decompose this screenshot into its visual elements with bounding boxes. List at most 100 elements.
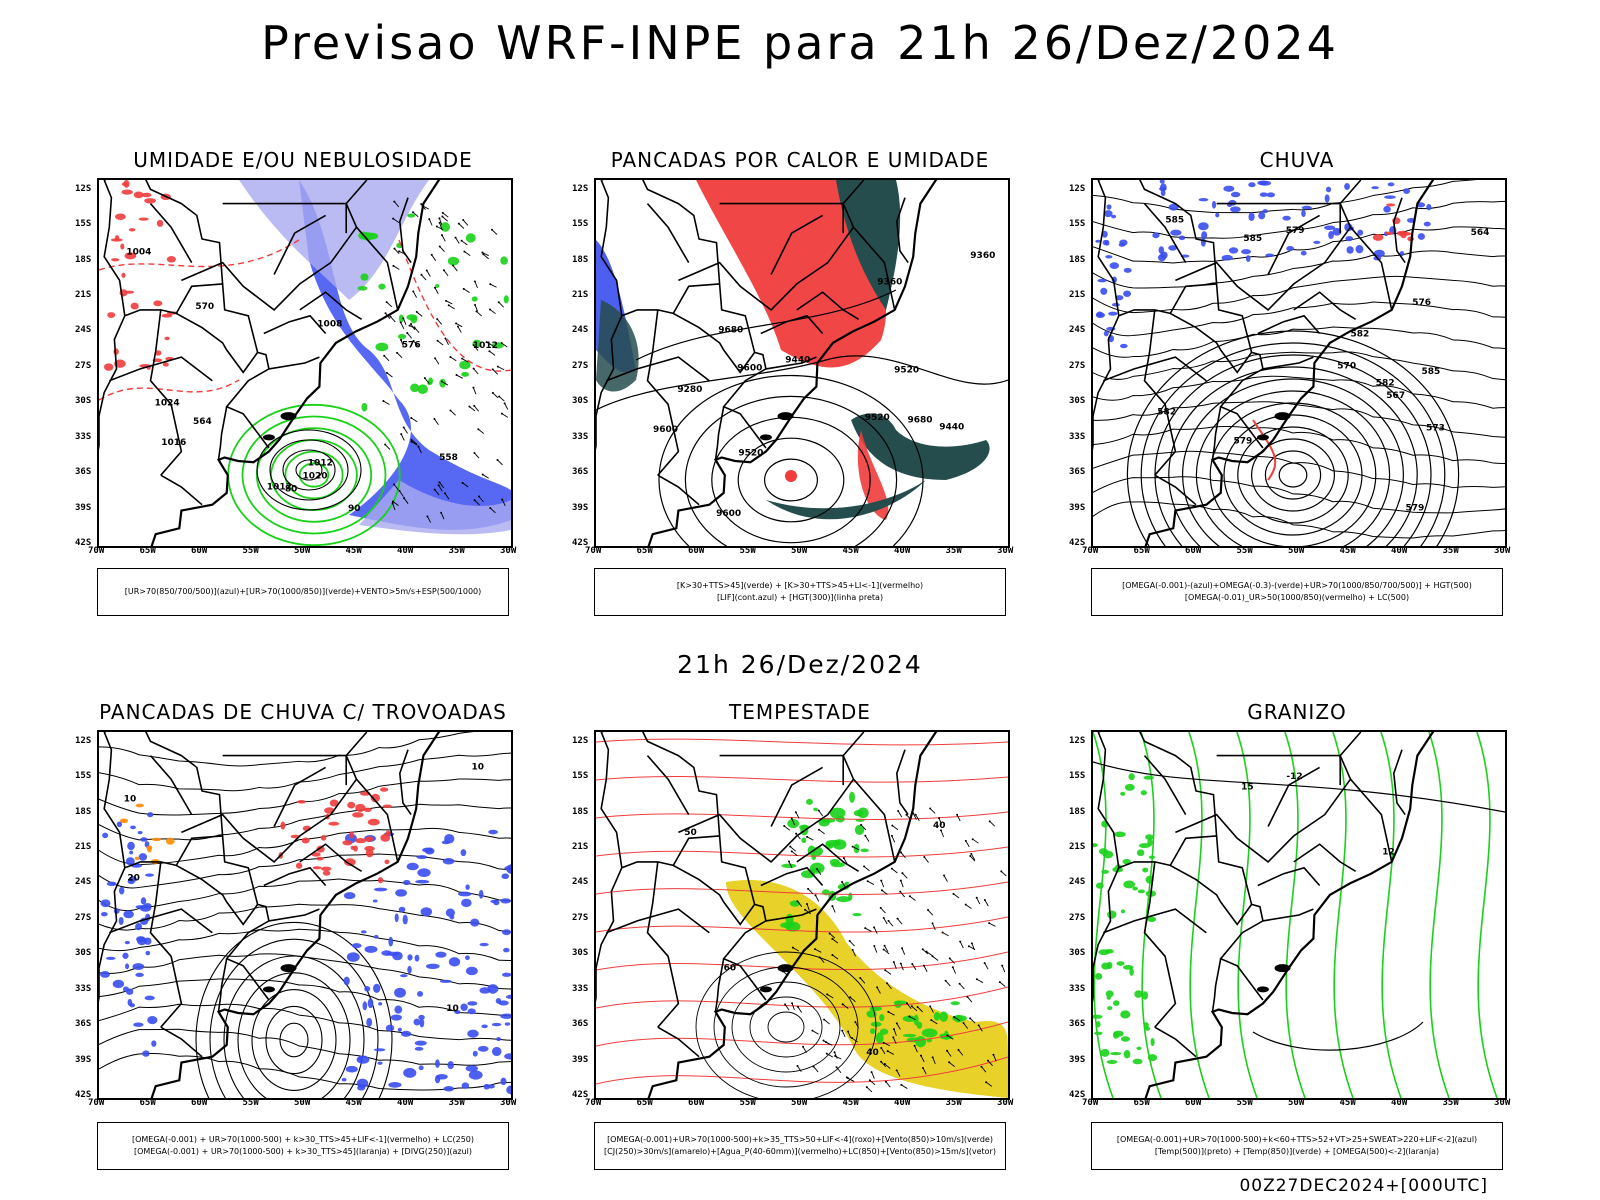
lat-tick-label: 39S bbox=[75, 502, 92, 513]
lat-tick-label: 27S bbox=[572, 912, 589, 923]
contour-label: 40 bbox=[866, 1048, 879, 1058]
forecast-time-label: 21h 26/Dez/2024 bbox=[677, 650, 923, 679]
lat-tick-label: 36S bbox=[572, 467, 589, 478]
lat-tick-label: 12S bbox=[1069, 183, 1086, 194]
lat-tick-label: 18S bbox=[1069, 806, 1086, 817]
lon-tick-label: 35W bbox=[945, 1098, 962, 1108]
contour-label: 564 bbox=[193, 417, 212, 427]
contour-label: 10 bbox=[124, 794, 137, 804]
legend-line: [OMEGA(-0.001)+UR>70(1000-500)+k<60+TTS>… bbox=[1116, 1135, 1478, 1144]
contour-label: 9520 bbox=[738, 448, 763, 458]
contour-label: 1004 bbox=[126, 248, 151, 258]
lon-tick-label: 30W bbox=[1494, 546, 1511, 556]
legend-line: [Temp(500)](preto) + [Temp(850)](verde) … bbox=[1154, 1147, 1440, 1156]
contour-label: 579 bbox=[1234, 436, 1253, 446]
lon-tick-label: 50W bbox=[1288, 1098, 1305, 1108]
lat-tick-label: 18S bbox=[572, 806, 589, 817]
contour-label: 573 bbox=[1426, 424, 1445, 434]
contour-label: 12 bbox=[1382, 848, 1395, 858]
lat-tick-label: 30S bbox=[75, 396, 92, 407]
contour-label: 1024 bbox=[155, 398, 180, 408]
map-canvas: 1012 1012 1008 1004 1012 1016 1020 1024 576 570 56… bbox=[99, 180, 511, 546]
lat-tick-label: 15S bbox=[572, 219, 589, 230]
lat-tick-label: 42S bbox=[572, 1090, 589, 1100]
lat-tick-label: 42S bbox=[75, 538, 92, 548]
contour-label: 15 bbox=[1241, 782, 1254, 792]
lat-tick-label: 33S bbox=[75, 983, 92, 994]
contour-label: 80 bbox=[285, 485, 298, 495]
map-canvas: 12 15 -12 bbox=[1093, 732, 1505, 1098]
lon-tick-label: 50W bbox=[791, 1098, 808, 1108]
lat-tick-label: 21S bbox=[572, 290, 589, 301]
lon-tick-label: 60W bbox=[688, 1098, 705, 1108]
lon-tick-label: 60W bbox=[191, 546, 208, 556]
lon-tick-label: 50W bbox=[1288, 546, 1305, 556]
contour-label: 9600 bbox=[737, 364, 762, 374]
lat-tick-label: 30S bbox=[75, 948, 92, 959]
lon-tick-label: 60W bbox=[1185, 1098, 1202, 1108]
contour-label: 585 bbox=[1243, 234, 1262, 244]
contour-label: 9600 bbox=[716, 509, 741, 519]
lat-tick-label: 21S bbox=[1069, 842, 1086, 853]
lat-tick-label: 30S bbox=[572, 948, 589, 959]
contour-label: 585 bbox=[1165, 216, 1184, 226]
lon-tick-label: 45W bbox=[345, 1098, 362, 1108]
lon-tick-label: 40W bbox=[397, 546, 414, 556]
lat-tick-label: 21S bbox=[75, 290, 92, 301]
contour-label: 558 bbox=[439, 453, 458, 463]
legend-line: [CJ(250)>30m/s](amarelo)+[Agua_P(40-60mm… bbox=[604, 1147, 996, 1156]
main-title: Previsao WRF-INPE para 21h 26/Dez/2024 bbox=[261, 16, 1339, 70]
panel-legend: [OMEGA(-0.001)-(azul)+OMEGA(-0.3)-(verde… bbox=[1091, 568, 1503, 616]
lat-tick-label: 21S bbox=[572, 842, 589, 853]
lat-tick-label: 33S bbox=[75, 431, 92, 442]
contour-label: 1020 bbox=[303, 472, 328, 482]
forecast-map: 9600 9520 9600 9520 9440 9360 9280 9360 9520 9600… bbox=[594, 178, 1010, 548]
panel-legend: [OMEGA(-0.001) + UR>70(1000-500) + k>30_… bbox=[97, 1122, 509, 1170]
contour-label: 9440 bbox=[939, 422, 964, 432]
contour-label: 579 bbox=[1406, 504, 1425, 514]
contour-label: 582 bbox=[1376, 378, 1395, 388]
lat-tick-label: 30S bbox=[1069, 396, 1086, 407]
map-canvas: 9600 9520 9600 9520 9440 9360 9280 9360 9520 9600… bbox=[596, 180, 1008, 546]
lat-tick-label: 15S bbox=[75, 771, 92, 782]
map-canvas: 10 20 10 10 bbox=[99, 732, 511, 1098]
lat-tick-label: 24S bbox=[572, 325, 589, 336]
legend-line: [LIF](cont.azul) + [HGT(300)](linha pret… bbox=[716, 593, 884, 602]
panel-legend: [K>30+TTS>45](verde) + [K>30+TTS>45+LI<-… bbox=[594, 568, 1006, 616]
lat-tick-label: 42S bbox=[1069, 1090, 1086, 1100]
lat-tick-label: 21S bbox=[1069, 290, 1086, 301]
lon-tick-label: 35W bbox=[1442, 546, 1459, 556]
forecast-map: 40 50 40 60 bbox=[594, 730, 1010, 1100]
contour-label: 1012 bbox=[473, 341, 498, 351]
forecast-map: 585 585 582 582 579 579 576 573 567 564 585 582 579 5… bbox=[1091, 178, 1507, 548]
lon-tick-label: 50W bbox=[294, 546, 311, 556]
lat-tick-label: 36S bbox=[1069, 1019, 1086, 1030]
legend-line: [OMEGA(-0.001) + UR>70(1000-500) + k>30_… bbox=[131, 1135, 475, 1144]
lon-tick-label: 35W bbox=[448, 546, 465, 556]
forecast-map: 10 20 10 10 bbox=[97, 730, 513, 1100]
contour-label: 10 bbox=[472, 762, 485, 772]
lat-tick-label: 42S bbox=[572, 538, 589, 548]
contour-label: 570 bbox=[1337, 362, 1356, 372]
lat-tick-label: 24S bbox=[1069, 325, 1086, 336]
lon-tick-label: 45W bbox=[1339, 546, 1356, 556]
lat-tick-label: 21S bbox=[75, 842, 92, 853]
legend-line: [OMEGA(-0.001)-(azul)+OMEGA(-0.3)-(verde… bbox=[1122, 581, 1472, 590]
lat-tick-label: 33S bbox=[1069, 983, 1086, 994]
lat-tick-label: 18S bbox=[1069, 254, 1086, 265]
contour-label: 60 bbox=[724, 963, 737, 973]
panel-title: UMIDADE E/OU NEBULOSIDADE bbox=[133, 148, 473, 172]
lon-tick-label: 55W bbox=[1236, 1098, 1253, 1108]
lon-tick-label: 30W bbox=[997, 1098, 1014, 1108]
lat-tick-label: 27S bbox=[75, 912, 92, 923]
lon-tick-label: 30W bbox=[1494, 1098, 1511, 1108]
lat-tick-label: 12S bbox=[1069, 735, 1086, 746]
legend-line: [UR>70(850/700/500)](azul)+[UR>70(1000/8… bbox=[124, 587, 482, 596]
contour-label: 582 bbox=[1157, 408, 1176, 418]
lat-tick-label: 30S bbox=[1069, 948, 1086, 959]
lat-tick-label: 12S bbox=[572, 183, 589, 194]
contour-label: 9440 bbox=[785, 355, 810, 365]
lat-tick-label: 12S bbox=[75, 183, 92, 194]
lat-tick-label: 12S bbox=[75, 735, 92, 746]
lat-tick-label: 36S bbox=[75, 1019, 92, 1030]
